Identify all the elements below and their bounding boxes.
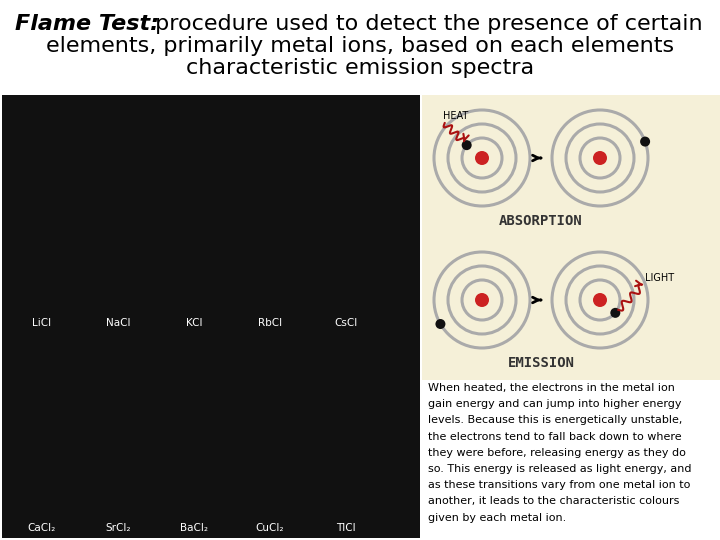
Text: CaCl₂: CaCl₂ (28, 523, 56, 533)
Text: SrCl₂: SrCl₂ (105, 523, 131, 533)
Circle shape (475, 151, 489, 165)
Bar (2, 95, 420, 538)
Text: elements, primarily metal ions, based on each elements: elements, primarily metal ions, based on… (46, 36, 674, 56)
Bar (422, 380, 720, 538)
Text: CsCl: CsCl (334, 318, 358, 328)
Text: When heated, the electrons in the metal ion: When heated, the electrons in the metal … (428, 383, 675, 393)
Text: RbCl: RbCl (258, 318, 282, 328)
Text: CuCl₂: CuCl₂ (256, 523, 284, 533)
Circle shape (611, 308, 621, 318)
Text: so. This energy is released as light energy, and: so. This energy is released as light ene… (428, 464, 691, 474)
Text: characteristic emission spectra: characteristic emission spectra (186, 58, 534, 78)
Text: procedure used to detect the presence of certain: procedure used to detect the presence of… (148, 14, 703, 34)
Text: another, it leads to the characteristic colours: another, it leads to the characteristic … (428, 496, 680, 507)
Circle shape (475, 293, 489, 307)
Text: LiCl: LiCl (32, 318, 52, 328)
Text: LIGHT: LIGHT (645, 273, 675, 283)
Circle shape (593, 293, 607, 307)
Text: levels. Because this is energetically unstable,: levels. Because this is energetically un… (428, 415, 683, 426)
Text: BaCl₂: BaCl₂ (180, 523, 208, 533)
Text: TlCl: TlCl (336, 523, 356, 533)
Text: Flame Test:: Flame Test: (15, 14, 159, 34)
Text: NaCl: NaCl (106, 318, 130, 328)
Circle shape (640, 137, 650, 146)
Text: given by each metal ion.: given by each metal ion. (428, 512, 566, 523)
Text: KCl: KCl (186, 318, 202, 328)
Text: as these transitions vary from one metal ion to: as these transitions vary from one metal… (428, 480, 690, 490)
Text: EMISSION: EMISSION (508, 356, 575, 370)
Circle shape (593, 151, 607, 165)
Text: gain energy and can jump into higher energy: gain energy and can jump into higher ene… (428, 399, 682, 409)
Text: the electrons tend to fall back down to where: the electrons tend to fall back down to … (428, 431, 682, 442)
Circle shape (436, 319, 446, 329)
Text: HEAT: HEAT (443, 111, 468, 121)
Bar (422, 95, 720, 380)
Text: ABSORPTION: ABSORPTION (499, 214, 583, 228)
Text: they were before, releasing energy as they do: they were before, releasing energy as th… (428, 448, 686, 458)
Circle shape (462, 140, 472, 150)
